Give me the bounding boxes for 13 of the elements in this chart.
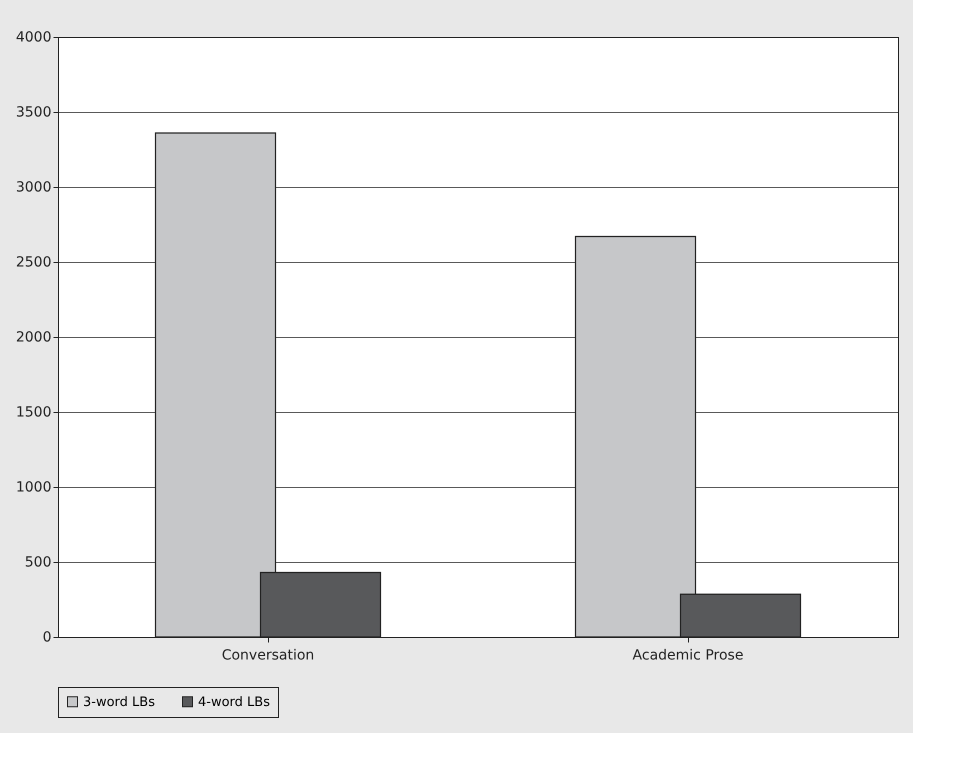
y-tick-label: 2500	[16, 254, 52, 270]
y-tick-label: 0	[42, 630, 52, 646]
y-tick-label: 1000	[16, 480, 52, 496]
legend-label: 3-word LBs	[83, 694, 156, 710]
legend-label: 4-word LBs	[198, 694, 270, 710]
x-tick-label: Academic Prose	[632, 648, 744, 664]
y-tick-label: 1500	[16, 404, 52, 420]
y-tick-label: 3000	[16, 180, 52, 196]
y-tick-label: 500	[24, 554, 52, 570]
y-tick-label: 4000	[16, 30, 52, 46]
y-tick-label: 2000	[16, 330, 52, 346]
x-tick-label: Conversation	[222, 648, 314, 664]
y-tick-label: 3500	[16, 104, 52, 120]
